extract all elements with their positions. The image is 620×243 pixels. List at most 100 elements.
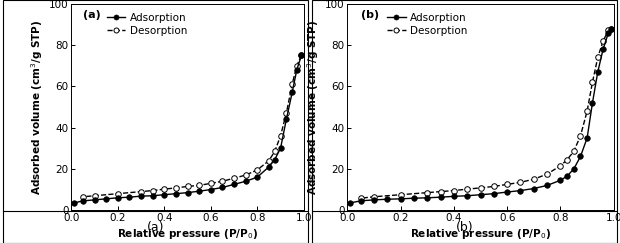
Desorption	[161, 188, 168, 191]
Adsorption	[346, 201, 353, 204]
Desorption	[298, 54, 305, 57]
Desorption	[370, 195, 378, 198]
Desorption	[283, 112, 290, 114]
Desorption	[570, 150, 577, 153]
Y-axis label: Adsorbed volume (cm$^3$/g STP): Adsorbed volume (cm$^3$/g STP)	[29, 19, 45, 195]
Desorption	[231, 177, 238, 180]
Adsorption	[410, 197, 418, 200]
Desorption	[589, 81, 596, 84]
Adsorption	[254, 176, 261, 179]
Y-axis label: Adsorbed volume (cm$^3$/g STP): Adsorbed volume (cm$^3$/g STP)	[305, 19, 321, 195]
Adsorption	[530, 187, 538, 190]
Line: Desorption: Desorption	[358, 27, 614, 201]
Adsorption	[477, 193, 484, 196]
Adsorption	[265, 165, 273, 168]
Desorption	[543, 173, 551, 175]
Adsorption	[557, 179, 564, 182]
Desorption	[219, 180, 226, 183]
Adsorption	[70, 201, 78, 204]
Adsorption	[277, 147, 284, 150]
Adsorption	[298, 54, 305, 57]
Desorption	[91, 194, 98, 197]
Desorption	[583, 110, 591, 113]
Desorption	[594, 56, 601, 59]
Adsorption	[195, 190, 203, 193]
Adsorption	[207, 188, 215, 191]
Adsorption	[172, 192, 180, 195]
Adsorption	[436, 196, 444, 199]
Desorption	[114, 192, 122, 195]
Desorption	[436, 190, 444, 193]
Adsorption	[464, 194, 471, 197]
Adsorption	[543, 184, 551, 187]
Desorption	[503, 183, 511, 186]
Line: Adsorption: Adsorption	[71, 52, 304, 206]
Text: (b): (b)	[456, 221, 473, 234]
Adsorption	[283, 118, 290, 121]
Adsorption	[288, 91, 296, 94]
Adsorption	[271, 158, 278, 161]
Desorption	[195, 184, 203, 187]
Desorption	[288, 83, 296, 86]
Line: Desorption: Desorption	[80, 52, 304, 200]
Adsorption	[149, 194, 156, 197]
Desorption	[517, 181, 525, 184]
Legend: Adsorption, Desorption: Adsorption, Desorption	[387, 13, 467, 35]
Adsorption	[357, 200, 365, 202]
Desorption	[242, 174, 249, 176]
Desorption	[265, 159, 273, 162]
Adsorption	[114, 196, 122, 199]
Desorption	[79, 195, 87, 198]
Desorption	[608, 28, 615, 31]
Adsorption	[517, 189, 525, 192]
Desorption	[149, 189, 156, 192]
Desorption	[172, 186, 180, 189]
Desorption	[477, 186, 484, 189]
Text: (a): (a)	[83, 10, 100, 20]
Desorption	[557, 164, 564, 167]
Adsorption	[564, 175, 571, 178]
Adsorption	[370, 198, 378, 201]
X-axis label: Relative pressure (P/P$_0$): Relative pressure (P/P$_0$)	[117, 227, 258, 241]
Desorption	[604, 29, 612, 32]
Desorption	[577, 134, 584, 137]
Adsorption	[219, 186, 226, 189]
Desorption	[184, 185, 191, 188]
Adsorption	[450, 195, 458, 198]
Desorption	[423, 191, 431, 194]
Text: (b): (b)	[361, 10, 379, 20]
Adsorption	[91, 198, 98, 201]
Adsorption	[490, 192, 498, 195]
Desorption	[207, 182, 215, 185]
Text: (a): (a)	[147, 221, 164, 234]
Line: Adsorption: Adsorption	[347, 27, 614, 206]
Adsorption	[608, 28, 615, 31]
Adsorption	[242, 180, 249, 183]
Adsorption	[184, 191, 191, 194]
Desorption	[357, 197, 365, 200]
Adsorption	[594, 70, 601, 73]
Desorption	[564, 158, 571, 161]
Desorption	[600, 39, 607, 42]
Adsorption	[577, 155, 584, 158]
Desorption	[277, 134, 284, 137]
Desorption	[138, 190, 145, 193]
Adsorption	[102, 197, 110, 200]
Desorption	[530, 178, 538, 181]
Adsorption	[583, 137, 591, 139]
Adsorption	[600, 48, 607, 51]
Adsorption	[79, 200, 87, 202]
Adsorption	[397, 197, 404, 200]
Adsorption	[503, 191, 511, 193]
Adsorption	[383, 198, 391, 201]
Adsorption	[423, 196, 431, 199]
Desorption	[490, 185, 498, 188]
Adsorption	[231, 183, 238, 186]
Adsorption	[138, 195, 145, 198]
Adsorption	[589, 101, 596, 104]
Desorption	[293, 64, 301, 67]
Adsorption	[293, 68, 301, 71]
Adsorption	[570, 167, 577, 170]
Adsorption	[604, 31, 612, 34]
Desorption	[254, 168, 261, 171]
